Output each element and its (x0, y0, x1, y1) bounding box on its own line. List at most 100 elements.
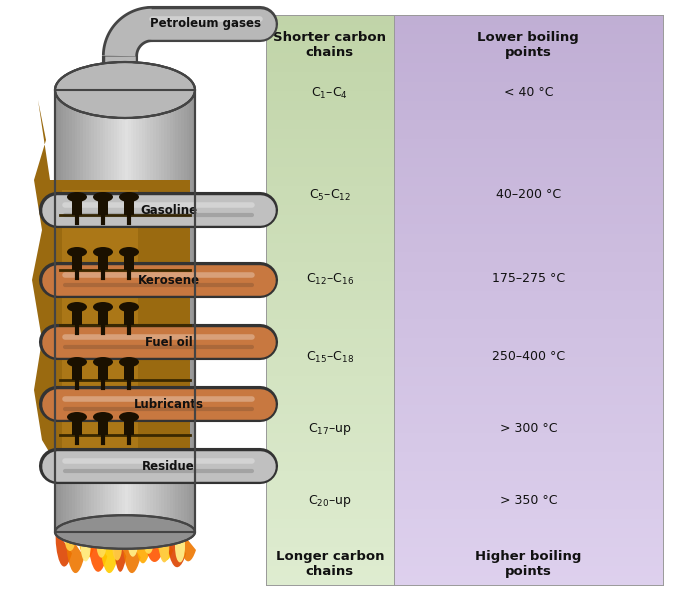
Ellipse shape (117, 86, 133, 94)
Bar (124, 364, 134, 380)
Ellipse shape (124, 89, 126, 91)
Bar (394, 376, 663, 385)
Bar (156, 90, 159, 532)
Bar (394, 43, 663, 53)
Bar (394, 233, 663, 243)
Text: C$_1$–C$_4$: C$_1$–C$_4$ (312, 85, 348, 101)
Bar (147, 90, 150, 532)
Bar (394, 575, 663, 585)
Bar (142, 90, 145, 532)
Text: > 350 °C: > 350 °C (499, 494, 557, 508)
Ellipse shape (89, 75, 161, 105)
Bar (178, 90, 181, 532)
Bar (266, 271, 394, 281)
Bar (394, 442, 663, 452)
PathPatch shape (167, 530, 186, 567)
Bar (266, 224, 394, 233)
Bar (394, 414, 663, 424)
Bar (77, 90, 80, 532)
Ellipse shape (67, 247, 87, 257)
Bar (167, 90, 170, 532)
Bar (125, 90, 128, 532)
Bar (394, 329, 663, 338)
Ellipse shape (112, 84, 139, 96)
Ellipse shape (78, 71, 172, 109)
Ellipse shape (98, 79, 153, 101)
Bar (394, 176, 663, 186)
Bar (266, 233, 394, 243)
Bar (128, 90, 131, 532)
Bar (394, 424, 663, 433)
Text: Petroleum gases: Petroleum gases (151, 17, 262, 31)
Bar (394, 357, 663, 367)
Bar (192, 90, 195, 532)
Ellipse shape (175, 530, 185, 562)
Bar (58, 90, 61, 532)
Bar (164, 90, 167, 532)
Text: 40–200 °C: 40–200 °C (496, 188, 561, 202)
Bar (394, 196, 663, 205)
Bar (100, 90, 102, 532)
Bar (266, 300, 394, 310)
Bar (394, 557, 663, 566)
Bar (266, 424, 394, 433)
Bar (394, 15, 663, 25)
Bar (85, 90, 89, 532)
Ellipse shape (108, 83, 141, 97)
Bar (106, 90, 108, 532)
Bar (186, 90, 189, 532)
PathPatch shape (79, 530, 94, 559)
Ellipse shape (116, 86, 135, 94)
Ellipse shape (65, 531, 75, 551)
Ellipse shape (128, 530, 138, 557)
Bar (72, 90, 75, 532)
Bar (114, 90, 116, 532)
Ellipse shape (102, 80, 149, 100)
Bar (124, 309, 134, 325)
Bar (266, 528, 394, 538)
Bar (266, 281, 394, 290)
PathPatch shape (66, 530, 84, 573)
Bar (266, 25, 394, 34)
Bar (394, 205, 663, 214)
Bar (181, 90, 184, 532)
Bar (266, 186, 394, 196)
Bar (394, 82, 663, 91)
Ellipse shape (119, 192, 139, 202)
Bar (394, 290, 663, 300)
Bar (266, 72, 394, 82)
PathPatch shape (180, 530, 196, 562)
Bar (63, 90, 66, 532)
Bar (266, 404, 394, 414)
Ellipse shape (67, 412, 87, 422)
Bar (97, 90, 100, 532)
Bar (266, 129, 394, 139)
Text: 175–275 °C: 175–275 °C (492, 272, 565, 286)
Bar (394, 281, 663, 290)
Bar (266, 196, 394, 205)
Ellipse shape (119, 357, 139, 367)
Text: Lubricants: Lubricants (133, 397, 203, 410)
PathPatch shape (56, 530, 72, 566)
Bar (266, 119, 394, 129)
Ellipse shape (104, 81, 145, 99)
Ellipse shape (75, 70, 175, 110)
Text: Longer carbon
chains: Longer carbon chains (275, 550, 384, 578)
Bar (98, 199, 108, 215)
Ellipse shape (55, 62, 194, 118)
Ellipse shape (71, 68, 179, 112)
Text: C$_{17}$–up: C$_{17}$–up (308, 421, 352, 437)
Ellipse shape (81, 530, 91, 562)
Bar (394, 433, 663, 443)
Bar (394, 461, 663, 471)
Bar (266, 357, 394, 367)
Bar (72, 199, 82, 215)
Ellipse shape (83, 73, 167, 107)
Bar (394, 300, 663, 310)
Ellipse shape (96, 530, 106, 557)
Bar (266, 62, 394, 72)
Bar (266, 499, 394, 509)
Bar (394, 62, 663, 72)
Bar (266, 490, 394, 499)
Bar (394, 452, 663, 461)
